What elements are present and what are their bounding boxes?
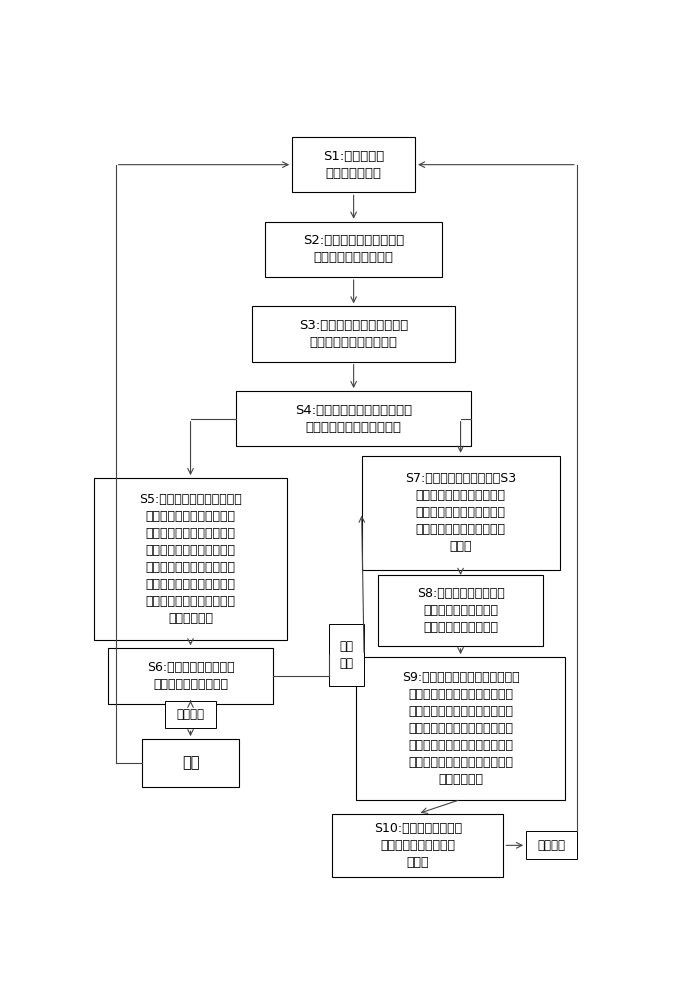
Text: S9:根据获取的二维码的特征点的
坐标和所述匹配模板中对应的特
征点的坐标，将所述二维码的像
素点应用透视变换算法进行校正
，将所述二维码的每一像素点的
灰度值: S9:根据获取的二维码的特征点的 坐标和所述匹配模板中对应的特 征点的坐标，将所… <box>402 671 520 786</box>
FancyBboxPatch shape <box>95 478 287 640</box>
FancyBboxPatch shape <box>236 391 471 446</box>
Text: S8:建立坐标系，获取所
述第二还原图中的二维
码的多个特征点的坐标: S8:建立坐标系，获取所 述第二还原图中的二维 码的多个特征点的坐标 <box>417 587 504 634</box>
Text: S5:根据获取的二维码的特征
点的坐标和所述匹配模板中
对应的特征点的坐标，将所
述二维码的像素点应用透视
变换算法进行校正，将所述
二维码的每一像素点的灰度
: S5:根据获取的二维码的特征 点的坐标和所述匹配模板中 对应的特征点的坐标，将所… <box>139 493 242 625</box>
FancyBboxPatch shape <box>292 137 415 192</box>
FancyBboxPatch shape <box>362 456 560 570</box>
Text: 解码成功: 解码成功 <box>177 708 204 721</box>
Text: 解码
失败: 解码 失败 <box>339 640 354 670</box>
FancyBboxPatch shape <box>266 222 442 277</box>
FancyBboxPatch shape <box>333 814 504 877</box>
FancyBboxPatch shape <box>142 739 239 787</box>
Text: S1:获取一帧包
含二维码的图像: S1:获取一帧包 含二维码的图像 <box>323 150 384 180</box>
Text: S4:根据二维码的类型调用与二
维码的类型对应的匹配模板: S4:根据二维码的类型调用与二 维码的类型对应的匹配模板 <box>295 404 412 434</box>
FancyBboxPatch shape <box>356 657 565 800</box>
FancyBboxPatch shape <box>377 575 544 646</box>
Text: S7:建立坐标系，根据步骤S3
中获取的所述二维码的多个
特征点的坐标，应用曲面转
正算法进行校正，得到第二
还原图: S7:建立坐标系，根据步骤S3 中获取的所述二维码的多个 特征点的坐标，应用曲面… <box>405 472 516 553</box>
FancyBboxPatch shape <box>329 624 364 686</box>
Text: S10:将所述第二解码用
图应用解码算法进行尝
试解码: S10:将所述第二解码用 图应用解码算法进行尝 试解码 <box>374 822 462 869</box>
Text: 解码成功: 解码成功 <box>538 839 566 852</box>
Text: S2:确定二维码的多个特征
点，并判断二维码类型: S2:确定二维码的多个特征 点，并判断二维码类型 <box>303 234 404 264</box>
FancyBboxPatch shape <box>165 701 216 728</box>
FancyBboxPatch shape <box>252 306 455 362</box>
FancyBboxPatch shape <box>108 648 273 704</box>
FancyBboxPatch shape <box>526 831 577 859</box>
Text: 结束: 结束 <box>181 755 199 770</box>
Text: S6:对第一解码用图应用
解码算法进行尝试解码: S6:对第一解码用图应用 解码算法进行尝试解码 <box>147 661 235 691</box>
Text: S3:建立坐标系，获取所述二
维码的多个特征点的坐标: S3:建立坐标系，获取所述二 维码的多个特征点的坐标 <box>299 319 408 349</box>
